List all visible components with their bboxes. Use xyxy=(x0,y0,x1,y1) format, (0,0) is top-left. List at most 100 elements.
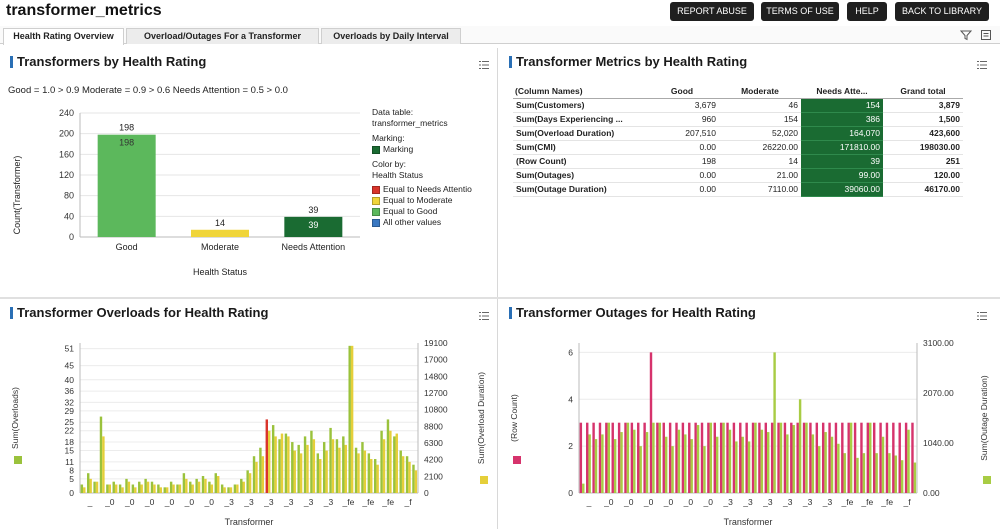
bar-series-1[interactable] xyxy=(662,422,665,493)
bar-series-1[interactable] xyxy=(214,473,217,493)
bar-series-2[interactable] xyxy=(178,484,182,493)
bar-series-2[interactable] xyxy=(913,462,917,493)
panel-menu-icon[interactable] xyxy=(977,311,987,321)
bar-series-2[interactable] xyxy=(843,453,846,493)
bar-series-2[interactable] xyxy=(89,478,92,493)
bar-series-1[interactable] xyxy=(688,422,691,493)
panel-menu-icon[interactable] xyxy=(479,60,489,70)
bar-series-1[interactable] xyxy=(80,484,84,493)
details-panel-icon[interactable] xyxy=(980,29,992,41)
column-header[interactable]: Moderate xyxy=(719,85,801,99)
bar-series-2[interactable] xyxy=(626,422,630,493)
column-header[interactable]: Needs Atte... xyxy=(801,85,883,99)
bar-series-1[interactable] xyxy=(860,422,863,493)
bar-series-2[interactable] xyxy=(172,484,175,493)
bar-series-1[interactable] xyxy=(329,427,332,493)
bar-series-2[interactable] xyxy=(792,425,795,493)
bar-moderate[interactable] xyxy=(191,229,249,237)
bar-series-2[interactable] xyxy=(204,478,207,493)
bar-series-2[interactable] xyxy=(280,433,284,493)
outages-combo-chart[interactable]: 0 2 4 6 0.00 1040.00 2070.00 3100.00 _ _0 _0 _0 _0 _0… xyxy=(499,329,1000,529)
bar-series-1[interactable] xyxy=(802,422,806,493)
table-cell-marked[interactable]: 39060.00 xyxy=(801,182,883,197)
bar-series-1[interactable] xyxy=(348,345,351,493)
bar-series-2[interactable] xyxy=(875,453,878,493)
bar-series-2[interactable] xyxy=(856,457,859,493)
bar-series-1[interactable] xyxy=(386,419,390,493)
metrics-cross-table[interactable]: (Column Names) Good Moderate Needs Atte.… xyxy=(513,85,963,197)
table-cell[interactable]: 21.00 xyxy=(719,168,801,183)
legend-entry-good[interactable]: Equal to Good xyxy=(372,206,494,217)
bar-series-1[interactable] xyxy=(675,422,678,493)
bar-series-1[interactable] xyxy=(770,422,774,493)
bar-series-1[interactable] xyxy=(297,444,300,493)
bar-series-2[interactable] xyxy=(684,434,687,493)
bar-series-2[interactable] xyxy=(216,476,220,493)
bar-series-1[interactable] xyxy=(412,464,415,493)
bar-series-1[interactable] xyxy=(125,478,128,493)
bar-series-2[interactable] xyxy=(370,459,373,493)
report-abuse-button[interactable]: REPORT ABUSE xyxy=(670,2,754,21)
bar-good[interactable] xyxy=(97,134,156,237)
table-cell[interactable]: 960 xyxy=(645,112,719,127)
legend-marking-entry[interactable]: Marking xyxy=(372,144,494,155)
bar-series-1[interactable] xyxy=(605,422,608,493)
bar-series-1[interactable] xyxy=(233,484,237,493)
bar-series-2[interactable] xyxy=(620,432,623,493)
table-cell[interactable]: 52,020 xyxy=(719,126,801,141)
filter-icon[interactable] xyxy=(960,29,972,41)
bar-series-1[interactable] xyxy=(630,422,634,493)
bar-series-1[interactable] xyxy=(227,487,230,493)
bar-series-2[interactable] xyxy=(894,455,897,494)
bar-series-2[interactable] xyxy=(900,460,904,493)
table-cell-marked[interactable]: 99.00 xyxy=(801,168,883,183)
bar-series-2[interactable] xyxy=(881,436,885,493)
tab-health-rating-overview[interactable]: Health Rating Overview xyxy=(3,28,124,45)
bar-series-2[interactable] xyxy=(709,422,713,493)
bar-series-2[interactable] xyxy=(677,429,681,493)
bar-series-1[interactable] xyxy=(208,481,211,493)
bar-series-2[interactable] xyxy=(236,484,239,493)
bar-series-1[interactable] xyxy=(93,481,96,493)
bar-series-2[interactable] xyxy=(102,436,105,493)
bar-series-2[interactable] xyxy=(229,487,233,493)
bar-series-1[interactable] xyxy=(291,442,294,493)
bar-series-1[interactable] xyxy=(751,422,755,493)
bar-series-1[interactable] xyxy=(745,422,748,493)
bar-series-2[interactable] xyxy=(153,484,156,493)
table-cell[interactable]: 0.00 xyxy=(645,168,719,183)
bar-series-1[interactable] xyxy=(866,422,870,493)
table-cell-marked[interactable]: 164,070 xyxy=(801,126,883,141)
bar-series-2[interactable] xyxy=(862,453,866,493)
bar-series-2[interactable] xyxy=(658,422,662,493)
table-cell[interactable]: 3,679 xyxy=(645,98,719,113)
table-cell[interactable]: 198 xyxy=(645,154,719,169)
bar-series-2[interactable] xyxy=(344,444,347,493)
bar-series-2[interactable] xyxy=(191,484,194,493)
bar-series-2[interactable] xyxy=(242,481,245,493)
bar-series-1[interactable] xyxy=(195,478,198,493)
bar-series-2[interactable] xyxy=(395,433,398,493)
bar-series-1[interactable] xyxy=(764,422,768,493)
bar-series-1[interactable] xyxy=(131,484,135,493)
bar-series-1[interactable] xyxy=(189,481,192,493)
bar-series-2[interactable] xyxy=(869,422,872,493)
bar-series-1[interactable] xyxy=(252,456,256,493)
bar-series-2[interactable] xyxy=(357,453,360,493)
bar-series-1[interactable] xyxy=(707,422,710,493)
bar-series-1[interactable] xyxy=(739,422,742,493)
bar-series-2[interactable] xyxy=(350,345,354,493)
bar-series-2[interactable] xyxy=(127,481,131,493)
bar-series-1[interactable] xyxy=(335,439,339,493)
bar-series-1[interactable] xyxy=(904,422,908,493)
bar-series-1[interactable] xyxy=(700,422,704,493)
bar-series-2[interactable] xyxy=(786,434,789,493)
bar-series-1[interactable] xyxy=(643,422,646,493)
bar-series-2[interactable] xyxy=(728,429,732,493)
bar-needs-attention[interactable] xyxy=(284,216,343,237)
bar-series-2[interactable] xyxy=(601,434,604,493)
bar-series-1[interactable] xyxy=(303,436,307,493)
bar-series-2[interactable] xyxy=(690,439,693,493)
panel-menu-icon[interactable] xyxy=(977,60,987,70)
bar-series-2[interactable] xyxy=(414,470,418,493)
